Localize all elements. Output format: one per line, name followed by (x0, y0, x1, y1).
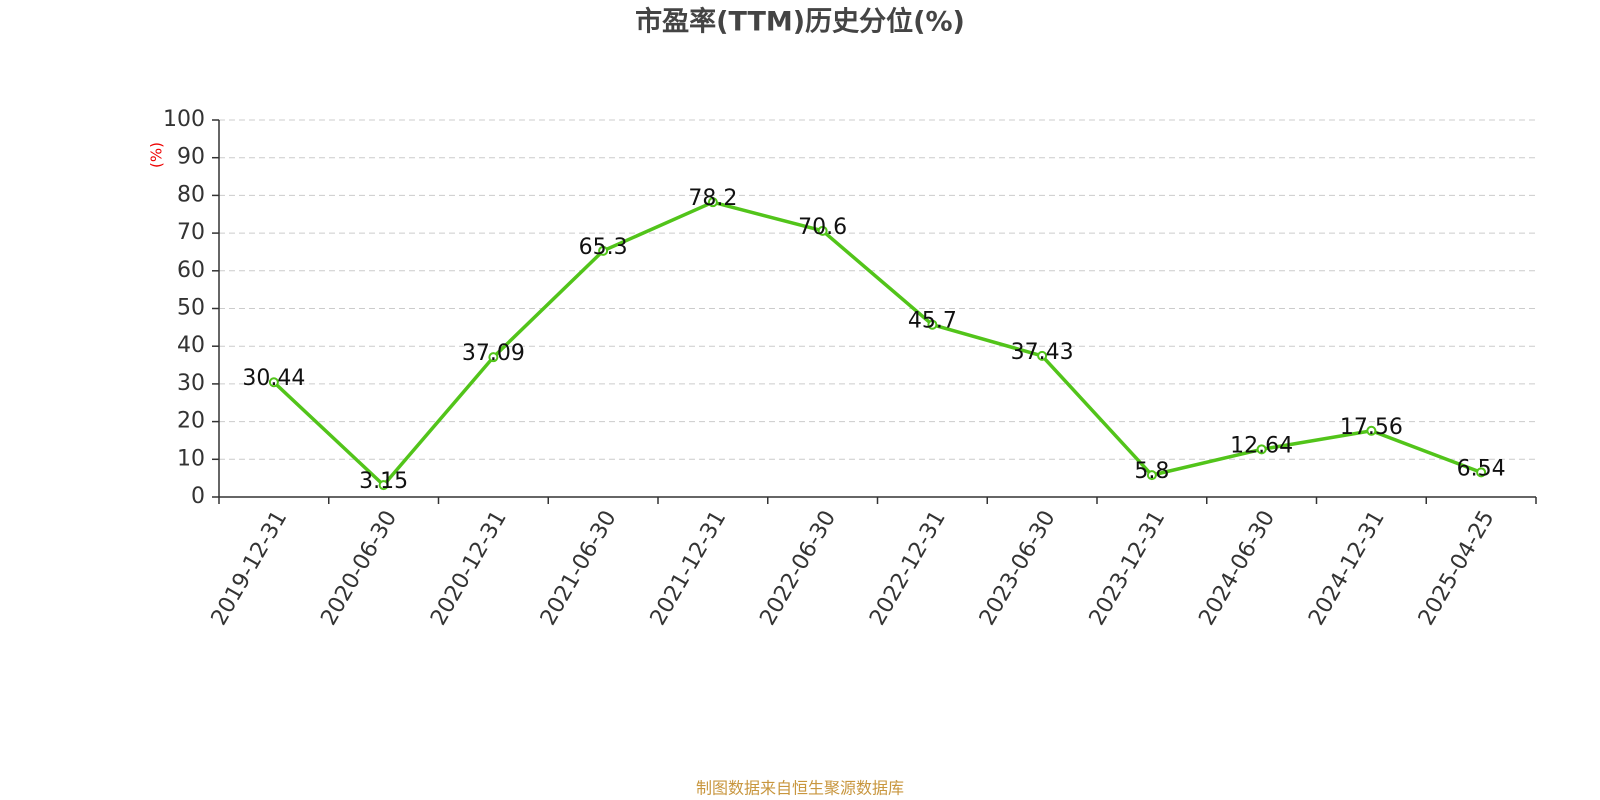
chart-title: 市盈率(TTM)历史分位(%) (635, 6, 965, 38)
data-label: 37.09 (462, 341, 525, 366)
y-tick-label: 90 (177, 145, 205, 170)
y-tick-label: 50 (177, 296, 205, 321)
x-tick-label: 2025-04-25 (1414, 507, 1500, 630)
point (707, 197, 718, 208)
point (817, 225, 828, 236)
data-label: 17.56 (1340, 415, 1403, 440)
data-label: 65.3 (579, 235, 628, 260)
x-tick-label: 2024-12-31 (1304, 507, 1390, 630)
point (488, 352, 499, 363)
point (1476, 467, 1487, 478)
point (378, 480, 389, 491)
x-tick-label: 2020-06-30 (316, 507, 402, 630)
y-tick-label: 70 (177, 220, 205, 245)
x-tick-label: 2022-12-31 (865, 507, 951, 630)
data-label: 3.15 (359, 469, 408, 494)
y-tick-label: 0 (191, 484, 205, 509)
point (1256, 444, 1267, 455)
footer: 制图数据来自恒生聚源数据库 (696, 779, 904, 798)
point (927, 319, 938, 330)
x-tick-label: 2022-06-30 (755, 507, 841, 630)
point (1037, 350, 1048, 361)
x-tick-label: 2021-06-30 (536, 507, 622, 630)
data-label: 70.6 (798, 215, 847, 240)
x-tick-label: 2023-06-30 (975, 507, 1061, 630)
point (598, 245, 609, 256)
point (1146, 470, 1157, 481)
data-label: 37.43 (1011, 340, 1074, 365)
y-axis-label: (%) (148, 142, 166, 168)
line (272, 200, 1482, 488)
y-tick-label: 100 (163, 107, 205, 132)
y-tick-label: 60 (177, 258, 205, 283)
y-tick-label: 80 (177, 182, 205, 207)
y-tick-label: 40 (177, 333, 205, 358)
x-tick-label: 2023-12-31 (1085, 507, 1171, 630)
y-tick-label: 20 (177, 409, 205, 434)
data-label: 78.2 (688, 186, 737, 211)
data-label: 30.44 (242, 366, 305, 391)
x-tick-label: 2020-12-31 (426, 507, 512, 630)
data-label: 12.64 (1230, 433, 1293, 458)
data-label: 45.7 (908, 309, 957, 334)
x-tick-label: 2024-06-30 (1194, 507, 1280, 630)
point (268, 377, 279, 388)
data-label: 5.8 (1134, 459, 1169, 484)
y-tick-label: 10 (177, 446, 205, 471)
x-tick-label: 2021-12-31 (646, 507, 732, 630)
y-tick-label: 30 (177, 371, 205, 396)
x-tick-label: 2019-12-31 (207, 507, 293, 630)
data-label: 6.54 (1457, 456, 1506, 481)
point (1366, 425, 1377, 436)
